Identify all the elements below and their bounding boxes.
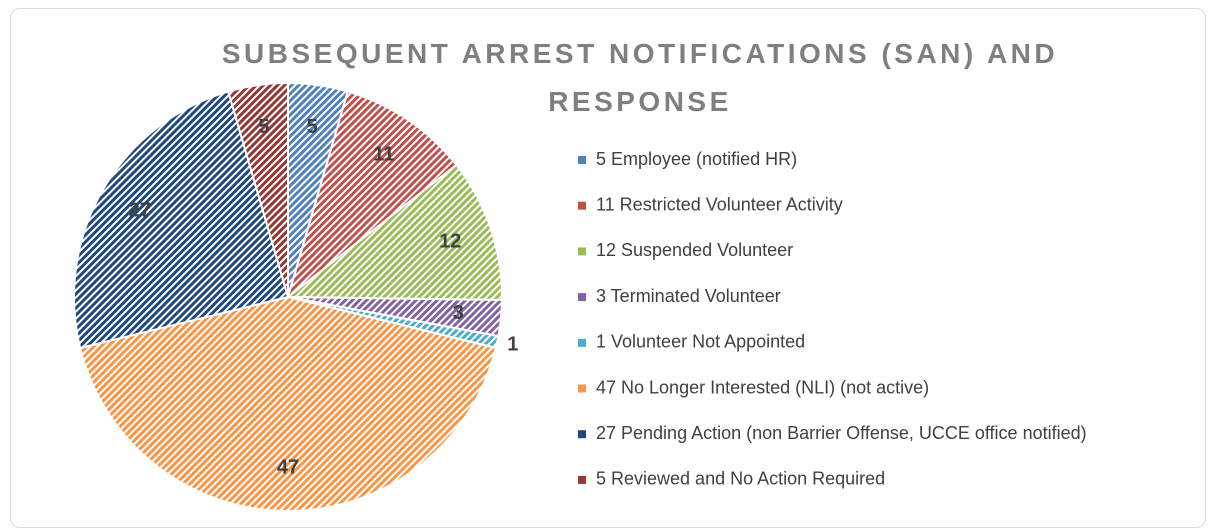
- legend-marker: [578, 293, 586, 302]
- data-label: 5: [307, 116, 318, 138]
- pie-slice: [78, 295, 498, 512]
- legend-marker: [578, 338, 586, 347]
- legend-marker: [578, 201, 586, 210]
- chart-title: SUBSEQUENT ARREST NOTIFICATIONS (SAN) AN…: [221, 38, 1059, 117]
- legend-marker: [578, 156, 586, 164]
- data-label: 12: [439, 231, 461, 253]
- data-label: 47: [277, 456, 299, 478]
- legend-label: 3 Terminated Volunteer: [596, 286, 781, 306]
- legend-label: 5 Employee (notified HR): [596, 149, 797, 169]
- legend-label: 11 Restricted Volunteer Activity: [596, 194, 843, 214]
- legend-marker: [578, 247, 586, 256]
- data-label: 5: [258, 116, 269, 138]
- legend-label: 47 No Longer Interested (NLI) (not activ…: [596, 377, 929, 397]
- legend-label: 12 Suspended Volunteer: [596, 240, 793, 260]
- legend-marker: [578, 430, 586, 439]
- chart: 5 11 12 3 1 47 27 5 5 Employee (notified HR) 11 R…: [73, 81, 1087, 512]
- legend-marker: [578, 384, 586, 393]
- pie-slice: [226, 81, 289, 298]
- legend-label: 5 Reviewed and No Action Required: [596, 469, 885, 489]
- legend-label: 1 Volunteer Not Appointed: [596, 332, 805, 352]
- legend-label: 27 Pending Action (non Barrier Offense, …: [596, 423, 1087, 443]
- data-label: 1: [507, 334, 518, 356]
- data-label: 27: [129, 200, 151, 222]
- pie-slice: [286, 90, 458, 300]
- data-label: 3: [453, 302, 464, 324]
- legend-marker: [578, 475, 586, 484]
- pie-slice: [73, 90, 290, 350]
- pie-slice: [285, 163, 503, 302]
- data-label: 11: [373, 143, 394, 165]
